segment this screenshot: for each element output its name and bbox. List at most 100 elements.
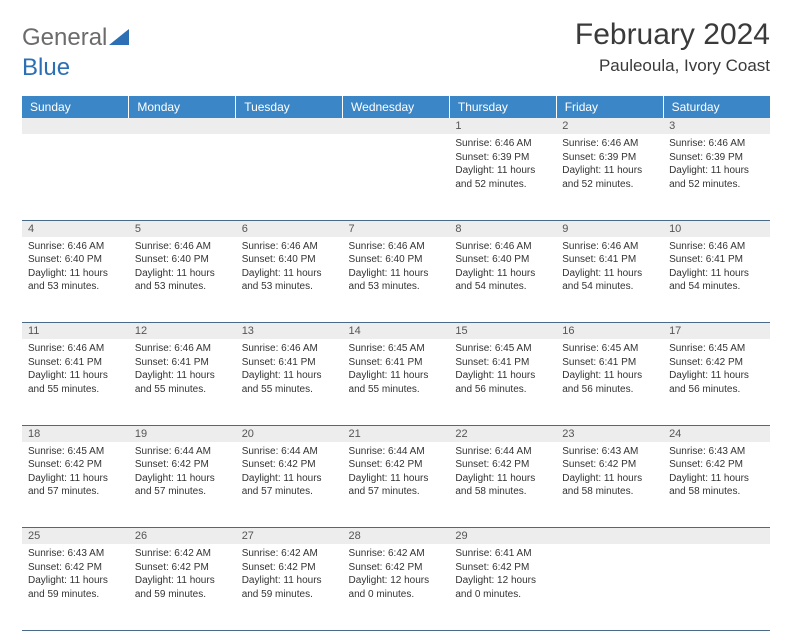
day-cell bbox=[556, 544, 663, 630]
day-cell-content: Sunrise: 6:46 AMSunset: 6:41 PMDaylight:… bbox=[129, 339, 236, 400]
day-cell: Sunrise: 6:45 AMSunset: 6:42 PMDaylight:… bbox=[663, 339, 770, 425]
day-cell: Sunrise: 6:42 AMSunset: 6:42 PMDaylight:… bbox=[129, 544, 236, 630]
day-cell bbox=[343, 134, 450, 220]
day-cell: Sunrise: 6:44 AMSunset: 6:42 PMDaylight:… bbox=[449, 442, 556, 528]
title-block: February 2024 Pauleoula, Ivory Coast bbox=[575, 18, 770, 76]
daylight-text: and 55 minutes. bbox=[349, 383, 444, 397]
day-number-cell: 27 bbox=[236, 528, 343, 545]
sunset-text: Sunset: 6:42 PM bbox=[28, 458, 123, 472]
day-number-cell: 11 bbox=[22, 323, 129, 340]
day-cell-content: Sunrise: 6:46 AMSunset: 6:40 PMDaylight:… bbox=[22, 237, 129, 298]
sunset-text: Sunset: 6:41 PM bbox=[562, 356, 657, 370]
day-number-cell: 28 bbox=[343, 528, 450, 545]
day-cell: Sunrise: 6:46 AMSunset: 6:40 PMDaylight:… bbox=[22, 237, 129, 323]
day-cell-content: Sunrise: 6:42 AMSunset: 6:42 PMDaylight:… bbox=[343, 544, 450, 605]
sunrise-text: Sunrise: 6:42 AM bbox=[135, 547, 230, 561]
day-number-cell: 1 bbox=[449, 118, 556, 134]
day-cell: Sunrise: 6:46 AMSunset: 6:41 PMDaylight:… bbox=[129, 339, 236, 425]
daylight-text: Daylight: 11 hours bbox=[562, 164, 657, 178]
day-number-cell bbox=[663, 528, 770, 545]
daylight-text: Daylight: 11 hours bbox=[28, 369, 123, 383]
day-number-cell: 23 bbox=[556, 425, 663, 442]
day-cell-content: Sunrise: 6:46 AMSunset: 6:39 PMDaylight:… bbox=[556, 134, 663, 195]
day-cell-content: Sunrise: 6:46 AMSunset: 6:40 PMDaylight:… bbox=[129, 237, 236, 298]
sunset-text: Sunset: 6:42 PM bbox=[349, 561, 444, 575]
daylight-text: and 57 minutes. bbox=[135, 485, 230, 499]
day-content-row: Sunrise: 6:45 AMSunset: 6:42 PMDaylight:… bbox=[22, 442, 770, 528]
day-cell-content: Sunrise: 6:45 AMSunset: 6:41 PMDaylight:… bbox=[343, 339, 450, 400]
day-cell: Sunrise: 6:46 AMSunset: 6:40 PMDaylight:… bbox=[343, 237, 450, 323]
daylight-text: and 52 minutes. bbox=[562, 178, 657, 192]
day-cell: Sunrise: 6:43 AMSunset: 6:42 PMDaylight:… bbox=[556, 442, 663, 528]
daylight-text: Daylight: 11 hours bbox=[349, 472, 444, 486]
day-number-cell: 18 bbox=[22, 425, 129, 442]
sunrise-text: Sunrise: 6:44 AM bbox=[349, 445, 444, 459]
day-number-cell: 3 bbox=[663, 118, 770, 134]
daylight-text: and 59 minutes. bbox=[28, 588, 123, 602]
sunrise-text: Sunrise: 6:45 AM bbox=[455, 342, 550, 356]
day-cell-content: Sunrise: 6:44 AMSunset: 6:42 PMDaylight:… bbox=[129, 442, 236, 503]
sunrise-text: Sunrise: 6:46 AM bbox=[242, 342, 337, 356]
day-header: Tuesday bbox=[236, 96, 343, 118]
daylight-text: and 54 minutes. bbox=[455, 280, 550, 294]
daylight-text: and 55 minutes. bbox=[242, 383, 337, 397]
sunset-text: Sunset: 6:39 PM bbox=[669, 151, 764, 165]
day-cell: Sunrise: 6:44 AMSunset: 6:42 PMDaylight:… bbox=[129, 442, 236, 528]
day-cell-content: Sunrise: 6:46 AMSunset: 6:40 PMDaylight:… bbox=[236, 237, 343, 298]
daylight-text: Daylight: 11 hours bbox=[135, 267, 230, 281]
daylight-text: and 58 minutes. bbox=[669, 485, 764, 499]
sunset-text: Sunset: 6:41 PM bbox=[28, 356, 123, 370]
sunset-text: Sunset: 6:40 PM bbox=[349, 253, 444, 267]
day-cell: Sunrise: 6:44 AMSunset: 6:42 PMDaylight:… bbox=[236, 442, 343, 528]
day-cell: Sunrise: 6:46 AMSunset: 6:40 PMDaylight:… bbox=[236, 237, 343, 323]
daylight-text: and 53 minutes. bbox=[28, 280, 123, 294]
day-cell bbox=[663, 544, 770, 630]
day-number-cell: 22 bbox=[449, 425, 556, 442]
sunset-text: Sunset: 6:41 PM bbox=[349, 356, 444, 370]
day-cell bbox=[129, 134, 236, 220]
page-header: GeneralBlue February 2024 Pauleoula, Ivo… bbox=[22, 18, 770, 82]
day-cell: Sunrise: 6:41 AMSunset: 6:42 PMDaylight:… bbox=[449, 544, 556, 630]
daylight-text: and 0 minutes. bbox=[455, 588, 550, 602]
day-number-cell bbox=[343, 118, 450, 134]
day-cell-content: Sunrise: 6:46 AMSunset: 6:41 PMDaylight:… bbox=[236, 339, 343, 400]
day-cell: Sunrise: 6:45 AMSunset: 6:41 PMDaylight:… bbox=[449, 339, 556, 425]
day-cell: Sunrise: 6:46 AMSunset: 6:40 PMDaylight:… bbox=[449, 237, 556, 323]
daylight-text: Daylight: 11 hours bbox=[135, 369, 230, 383]
day-number-cell: 4 bbox=[22, 220, 129, 237]
daylight-text: Daylight: 11 hours bbox=[242, 472, 337, 486]
day-cell-content: Sunrise: 6:46 AMSunset: 6:39 PMDaylight:… bbox=[663, 134, 770, 195]
sunrise-text: Sunrise: 6:46 AM bbox=[135, 240, 230, 254]
sunset-text: Sunset: 6:42 PM bbox=[455, 458, 550, 472]
daylight-text: Daylight: 11 hours bbox=[28, 574, 123, 588]
daylight-text: Daylight: 11 hours bbox=[135, 574, 230, 588]
daylight-text: and 57 minutes. bbox=[242, 485, 337, 499]
day-cell-content: Sunrise: 6:46 AMSunset: 6:41 PMDaylight:… bbox=[22, 339, 129, 400]
day-number-cell: 13 bbox=[236, 323, 343, 340]
logo-text: GeneralBlue bbox=[22, 24, 129, 82]
sunrise-text: Sunrise: 6:46 AM bbox=[562, 137, 657, 151]
daylight-text: Daylight: 11 hours bbox=[135, 472, 230, 486]
day-cell: Sunrise: 6:45 AMSunset: 6:41 PMDaylight:… bbox=[556, 339, 663, 425]
daylight-text: and 52 minutes. bbox=[669, 178, 764, 192]
daylight-text: and 57 minutes. bbox=[28, 485, 123, 499]
day-cell-content: Sunrise: 6:45 AMSunset: 6:42 PMDaylight:… bbox=[22, 442, 129, 503]
daylight-text: Daylight: 11 hours bbox=[455, 369, 550, 383]
logo: GeneralBlue bbox=[22, 18, 129, 82]
day-cell-content: Sunrise: 6:46 AMSunset: 6:40 PMDaylight:… bbox=[343, 237, 450, 298]
logo-part2: Blue bbox=[22, 54, 70, 81]
day-cell-content: Sunrise: 6:46 AMSunset: 6:40 PMDaylight:… bbox=[449, 237, 556, 298]
daylight-text: Daylight: 11 hours bbox=[562, 267, 657, 281]
day-cell: Sunrise: 6:44 AMSunset: 6:42 PMDaylight:… bbox=[343, 442, 450, 528]
daylight-text: Daylight: 11 hours bbox=[562, 472, 657, 486]
day-number-row: 45678910 bbox=[22, 220, 770, 237]
day-cell-content: Sunrise: 6:45 AMSunset: 6:42 PMDaylight:… bbox=[663, 339, 770, 400]
day-cell: Sunrise: 6:43 AMSunset: 6:42 PMDaylight:… bbox=[22, 544, 129, 630]
day-cell-content: Sunrise: 6:43 AMSunset: 6:42 PMDaylight:… bbox=[556, 442, 663, 503]
day-cell: Sunrise: 6:42 AMSunset: 6:42 PMDaylight:… bbox=[236, 544, 343, 630]
sunrise-text: Sunrise: 6:45 AM bbox=[562, 342, 657, 356]
calendar-table: SundayMondayTuesdayWednesdayThursdayFrid… bbox=[22, 96, 770, 631]
sunrise-text: Sunrise: 6:46 AM bbox=[669, 137, 764, 151]
sunrise-text: Sunrise: 6:46 AM bbox=[135, 342, 230, 356]
day-cell: Sunrise: 6:46 AMSunset: 6:41 PMDaylight:… bbox=[236, 339, 343, 425]
